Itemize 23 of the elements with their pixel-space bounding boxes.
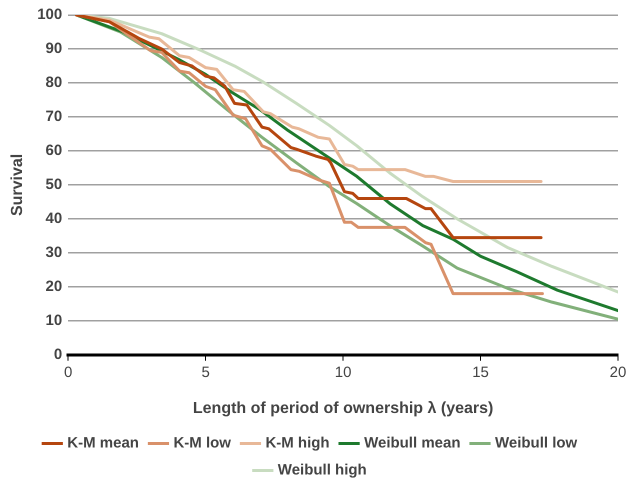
y-tick-label: 10 xyxy=(46,312,62,329)
y-tick-label: 100 xyxy=(37,6,62,24)
x-tick-label: 20 xyxy=(610,364,626,381)
y-tick-label: 0 xyxy=(54,346,62,363)
y-tick-label: 70 xyxy=(46,108,62,126)
y-tick-label: 20 xyxy=(46,278,62,295)
y-tick-label: 30 xyxy=(46,244,62,261)
legend-label: Weibull mean xyxy=(364,434,461,452)
x-axis-title: Length of period of ownership λ (years) xyxy=(192,400,494,417)
y-axis-title: Survival xyxy=(9,154,26,216)
x-tick-label: 5 xyxy=(202,364,210,381)
y-tick-label: 40 xyxy=(46,210,62,228)
y-tick-label: 80 xyxy=(46,74,62,92)
legend-label: Weibull low xyxy=(495,434,578,452)
legend-label: K-M low xyxy=(173,434,232,452)
legend-label: Weibull high xyxy=(278,462,367,479)
legend-label: K-M high xyxy=(265,434,330,452)
x-tick-label: 15 xyxy=(472,364,489,381)
y-tick-label: 60 xyxy=(46,142,62,160)
x-tick-label: 10 xyxy=(334,364,352,381)
y-tick-label: 90 xyxy=(46,40,62,58)
legend-label: K-M mean xyxy=(67,434,139,452)
y-tick-label: 50 xyxy=(46,176,62,194)
